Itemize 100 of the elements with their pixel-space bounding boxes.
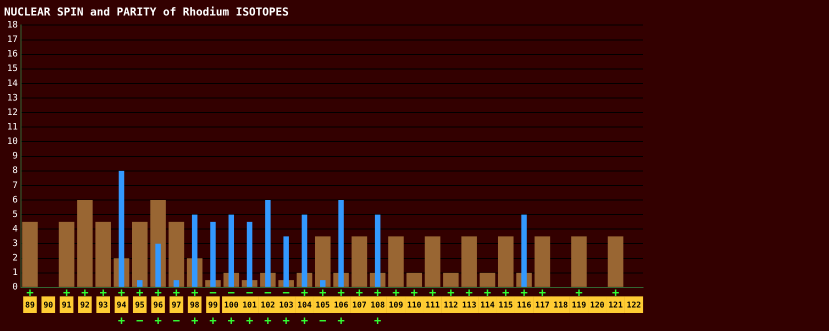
y-tick-label: 10 [6,137,18,148]
data-label: + [337,314,345,328]
bar [314,236,331,287]
y-tick-label: 5 [12,210,18,220]
data-label: + [612,286,620,300]
x-tick-label: 110 [407,300,422,310]
y-tick-label: 7 [12,180,18,191]
data-label: + [172,286,180,300]
x-tick-label: 120 [590,300,605,310]
y-tick-label: 13 [6,93,18,104]
bar [571,236,587,287]
bar [132,222,148,287]
x-tick-label: 90 [43,300,54,310]
bar [521,214,527,287]
x-tick-label: 97 [172,300,182,310]
x-tick-label: 111 [425,300,440,310]
y-tick-label: 9 [12,152,18,162]
y-tick-label: 12 [6,108,18,118]
data-label: + [26,286,34,300]
data-label: − [172,314,180,328]
x-tick-label: 104 [297,300,312,310]
x-tick-label: 117 [535,300,550,310]
data-label: − [282,286,290,300]
data-label: + [374,286,382,300]
bar [192,214,198,287]
data-label: + [410,286,418,300]
data-label: − [228,286,235,300]
x-tick-label: 89 [25,300,35,310]
x-tick-label: 112 [444,300,458,310]
y-tick-label: 3 [12,239,18,250]
bar [77,200,93,287]
y-tick-label: 16 [6,50,18,60]
x-tick-label: 107 [352,300,367,310]
bar [480,272,496,287]
x-tick-label: 98 [190,300,200,310]
bar [320,280,326,287]
data-label: + [319,286,326,300]
data-label: + [392,286,400,300]
x-tick-label: 114 [480,300,495,310]
x-tick-label: 109 [388,300,404,310]
data-label: + [118,286,126,300]
data-label: + [356,286,363,300]
y-tick-label: 0 [12,282,18,293]
x-tick-label: 116 [516,300,532,310]
y-tick-label: 15 [6,64,18,74]
data-label: + [154,286,162,300]
bar [95,222,111,287]
x-tick-label: 94 [116,300,126,310]
bar [246,222,252,287]
bar [498,236,514,287]
data-label: + [428,286,436,300]
data-label: + [118,314,126,328]
data-label: + [447,286,454,300]
data-label: + [209,314,217,328]
data-label: − [209,286,217,300]
x-tick-label: 122 [626,300,642,310]
y-tick-label: 17 [6,35,18,46]
data-label: + [337,286,345,300]
x-tick-label: 102 [260,300,276,310]
x-tick-label: 101 [242,300,257,310]
data-label: + [538,286,546,300]
data-label: + [484,286,492,300]
chart-title: NUCLEAR SPIN and PARITY of Rhodium ISOTOPES [4,5,289,18]
bar [283,236,289,287]
y-tick-label: 8 [12,166,18,176]
bar [443,272,459,287]
bar [168,222,184,287]
data-label: + [136,286,144,300]
bar [137,280,143,287]
data-label: − [319,314,326,328]
x-tick-label: 106 [334,300,348,310]
bar [228,214,234,287]
bar [534,236,550,287]
x-tick-label: 108 [370,300,386,310]
data-label: + [300,314,308,328]
x-tick-label: 103 [278,300,294,310]
data-label: + [575,286,583,300]
bar [174,280,180,287]
y-tick-label: 2 [12,254,18,264]
y-tick-label: 11 [6,122,18,133]
data-label: + [228,314,235,328]
bar [265,200,271,287]
bar [58,222,74,287]
y-tick-label: 6 [12,195,18,206]
data-label: + [191,314,198,328]
data-label: + [502,286,510,300]
bar [118,170,124,287]
x-tick-label: 115 [498,300,514,310]
data-label: + [246,314,254,328]
data-label: + [62,286,70,300]
y-tick-label: 4 [12,224,18,234]
x-tick-label: 119 [572,300,586,310]
data-label: + [154,314,162,328]
y-tick-label: 1 [12,268,18,278]
y-tick-label: 14 [6,78,18,89]
data-label: + [466,286,473,300]
x-tick-label: 113 [462,300,477,310]
bar [424,236,440,287]
bar [406,272,422,287]
data-label: + [100,286,107,300]
